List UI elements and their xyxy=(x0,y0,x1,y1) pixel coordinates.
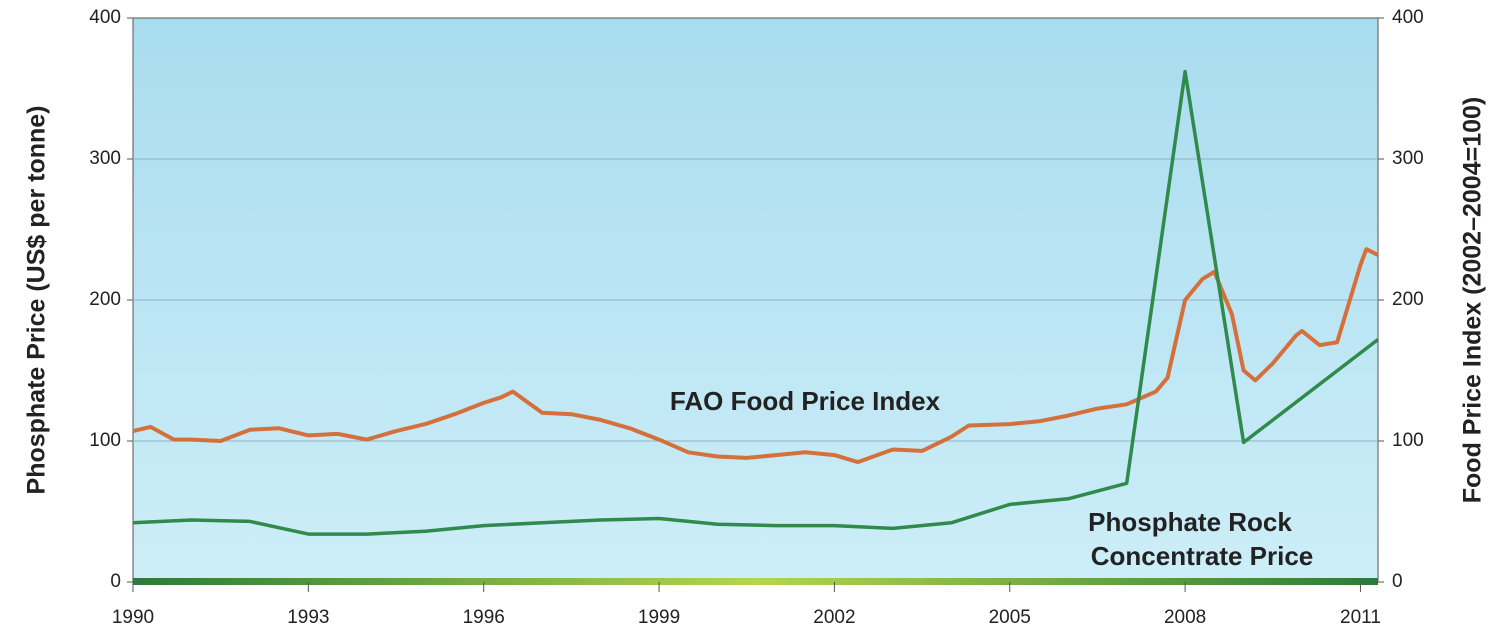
x-tick-label: 2008 xyxy=(1164,607,1206,628)
annotation: Concentrate Price xyxy=(1091,541,1314,571)
y2-tick-label: 0 xyxy=(1392,571,1403,592)
annotation: FAO Food Price Index xyxy=(670,386,941,416)
y2-tick-label: 300 xyxy=(1392,148,1424,169)
annotation: Phosphate Rock xyxy=(1088,507,1292,537)
baseline-band xyxy=(133,578,1378,585)
y-tick-label: 100 xyxy=(89,430,121,451)
series-line xyxy=(132,69,1380,536)
x-tick-label: 1993 xyxy=(287,607,329,628)
y-tick-label: 0 xyxy=(110,571,121,592)
y-tick-label: 300 xyxy=(89,148,121,169)
y-tick-label: 200 xyxy=(89,289,121,310)
y-axis-title: Phosphate Price (US$ per tonne) xyxy=(23,106,51,495)
y-tick-label: 400 xyxy=(89,7,121,28)
series-line xyxy=(132,247,1379,465)
x-tick-label: 2005 xyxy=(989,607,1031,628)
x-tick-label: 1999 xyxy=(638,607,680,628)
x-tick-label: 1996 xyxy=(463,607,505,628)
x-tick-label: 1990 xyxy=(112,607,154,628)
y2-tick-label: 100 xyxy=(1392,430,1424,451)
y2-axis-title: Food Price Index (2002–2004=100) xyxy=(1459,97,1487,503)
y2-tick-label: 200 xyxy=(1392,289,1424,310)
y2-tick-label: 400 xyxy=(1392,7,1424,28)
x-tick-label: 2002 xyxy=(813,607,855,628)
x-tick-label: 2011 xyxy=(1340,607,1381,628)
